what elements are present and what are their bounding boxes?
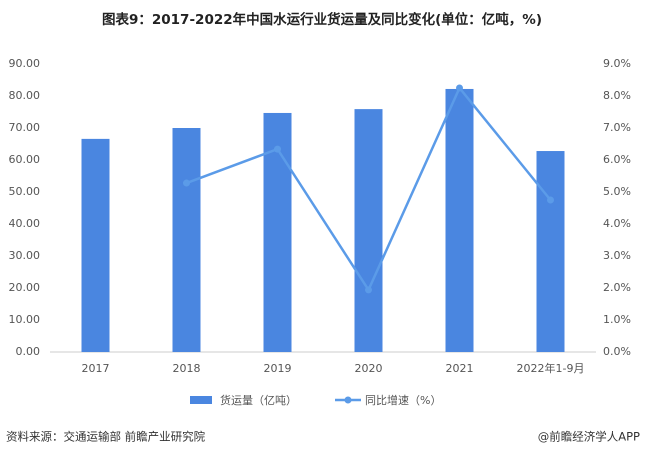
y-tick-label: 10.00	[9, 313, 41, 326]
y2-tick-label: 9.0%	[603, 57, 631, 70]
x-tick-label: 2018	[173, 362, 201, 375]
point	[274, 145, 281, 153]
y-tick-label: 30.00	[9, 249, 41, 262]
y-tick-label: 60.00	[9, 153, 41, 166]
y-tick-label: 50.00	[9, 185, 41, 198]
point	[547, 196, 554, 204]
brand: @前瞻经济学人APP	[538, 430, 640, 444]
x-tick-label: 2021	[446, 362, 474, 375]
x-tick-label: 2020	[355, 362, 383, 375]
y2-tick-label: 6.0%	[603, 153, 631, 166]
y-tick-label: 20.00	[9, 281, 41, 294]
point	[456, 84, 463, 92]
bar	[81, 138, 110, 352]
y2-tick-label: 8.0%	[603, 89, 631, 102]
legend-label: 同比增速（%）	[365, 393, 441, 407]
legend-label: 货运量（亿吨）	[220, 393, 297, 407]
y2-tick-label: 0.0%	[603, 345, 631, 358]
chart-title: 图表9：2017-2022年中国水运行业货运量及同比变化(单位：亿吨，%)	[102, 11, 542, 28]
x-tick-label: 2019	[264, 362, 292, 375]
source: 资料来源：交通运输部 前瞻产业研究院	[6, 430, 206, 444]
legend-dot	[344, 396, 352, 404]
y2-tick-label: 2.0%	[603, 281, 631, 294]
point	[183, 179, 190, 187]
y2-tick-label: 5.0%	[603, 185, 631, 198]
point	[365, 286, 372, 294]
y2-tick-label: 4.0%	[603, 217, 631, 230]
x-tick-label: 2022年1-9月	[517, 361, 585, 375]
y-tick-label: 70.00	[9, 121, 41, 134]
bar	[445, 88, 474, 353]
bar	[536, 151, 565, 352]
y-tick-label: 40.00	[9, 217, 41, 230]
y-tick-label: 90.00	[9, 57, 41, 70]
y-tick-label: 80.00	[9, 89, 41, 102]
y-tick-label: 0.00	[16, 345, 41, 358]
legend-swatch	[190, 396, 212, 404]
y2-tick-label: 1.0%	[603, 313, 631, 326]
y2-tick-label: 7.0%	[603, 121, 631, 134]
bar	[354, 109, 383, 353]
x-tick-label: 2017	[82, 362, 110, 375]
bar	[172, 128, 201, 352]
y2-tick-label: 3.0%	[603, 249, 631, 262]
